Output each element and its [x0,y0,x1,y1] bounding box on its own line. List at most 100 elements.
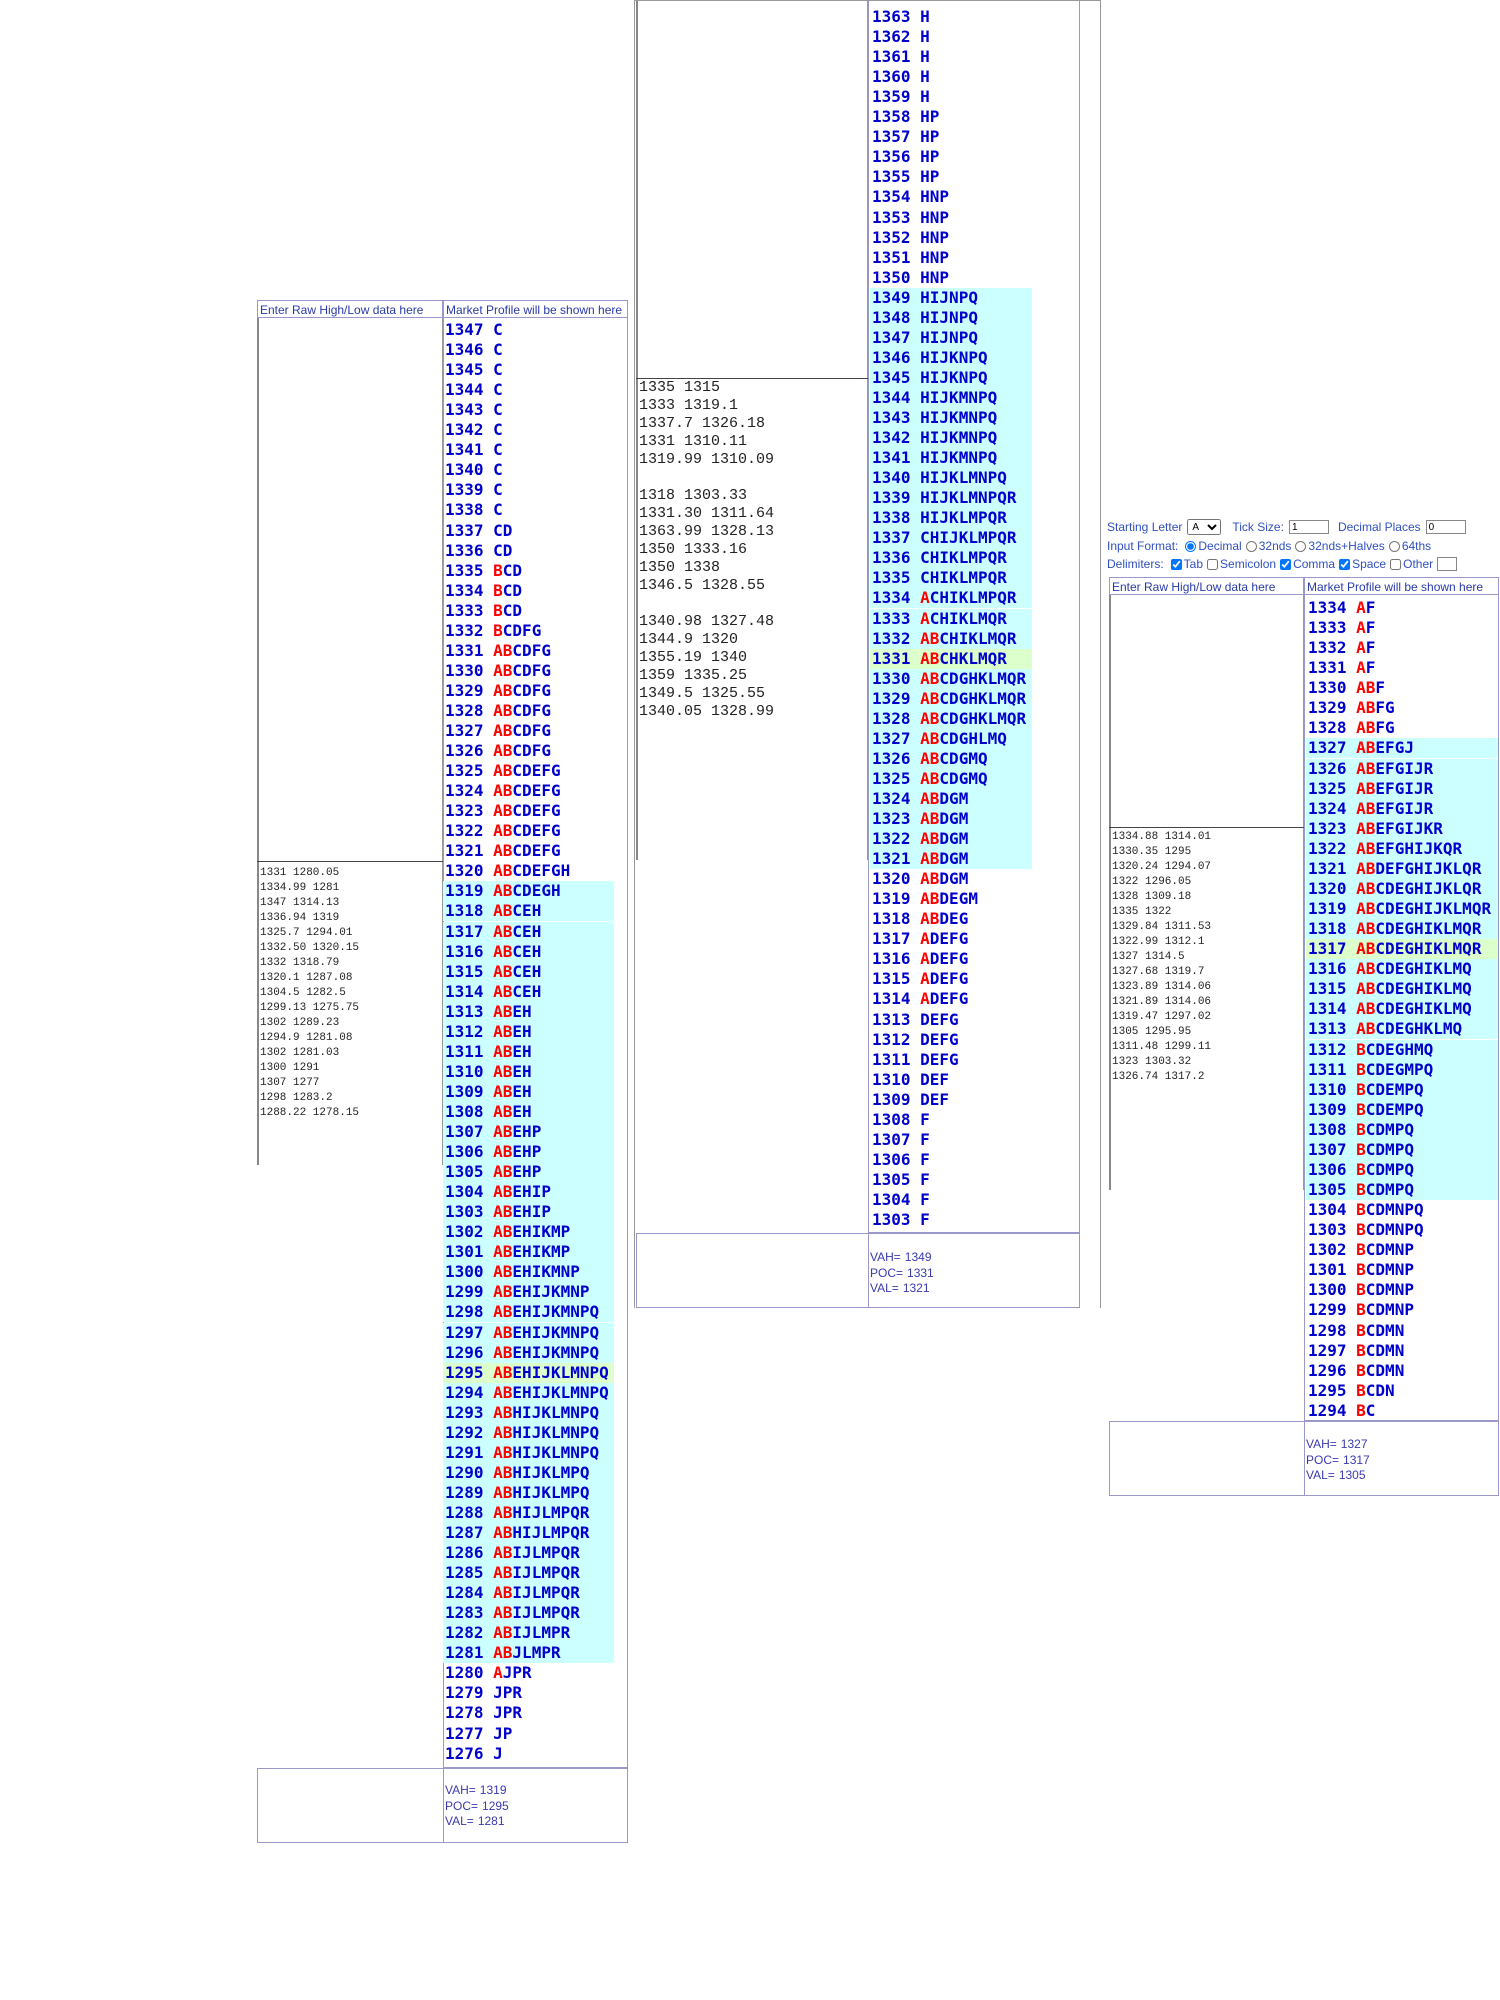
price: 1327 [445,721,484,740]
profile-row: 1336 CHIKLMPQR [870,548,1032,569]
profile-row: 1312 BCDEGHMQ [1306,1039,1498,1060]
profile-row: 1303 BCDMNPQ [1306,1220,1498,1240]
radio[interactable] [1295,540,1307,552]
raw-line: 1349.5 1325.55 [639,685,766,702]
price: 1278 [445,1703,484,1723]
raw-line: 1318 1303.33 [639,487,748,504]
letters: ABEHIJKMNP [493,1282,590,1302]
raw-input[interactable] [257,318,443,1165]
price: 1314 [445,981,484,1001]
price: 1317 [1308,939,1347,959]
raw-input[interactable] [1109,595,1304,1190]
price: 1324 [445,781,484,801]
letters: F [920,1129,930,1149]
price: 1320 [1308,878,1347,898]
tick-size[interactable] [1288,520,1329,534]
price: 1289 [445,1482,484,1502]
price: 1297 [445,1322,484,1342]
price: 1332 [872,628,911,648]
price: 1360 [872,67,911,87]
starting-letter[interactable]: A [1187,519,1222,535]
profile-row: 1337 CD [443,521,614,541]
summary-label: VAH= [1306,1437,1337,1451]
letters: HNP [920,267,950,287]
profile-row: 1344 C [443,380,614,400]
profile-row: 1347 HIJNPQ [870,327,1032,348]
raw-line: 1340.05 1328.99 [639,703,775,720]
letters: ABDGM [920,809,969,828]
profile-row: 1312 DEFG [870,1030,1032,1050]
letters: AF [1356,618,1376,638]
letters: ABEHIKMP [493,1222,571,1242]
raw-line: 1333 1319.1 [639,397,739,414]
profile-row: 1338 C [443,500,614,520]
profile-row: 1290 ABHIJKLMPQ [443,1462,614,1483]
price: 1362 [872,27,911,47]
raw-line: 1344.9 1320 [639,631,739,648]
price: 1326 [872,748,911,768]
checkbox[interactable] [1280,558,1292,570]
price: 1282 [445,1623,484,1643]
letters: ABCDFG [493,741,551,761]
price: 1307 [445,1122,484,1141]
letters: ABCDFG [493,700,551,720]
other-delimiter[interactable] [1437,557,1458,571]
summary-value: 1327 [1340,1437,1368,1451]
summary-label: VAL= [1306,1468,1335,1482]
radio[interactable] [1388,540,1400,552]
decimal-places[interactable] [1425,520,1466,534]
raw-divider [636,378,868,379]
profile-row: 1356 HP [870,147,1032,167]
raw-line: 1302 1289.23 [260,1017,340,1029]
letters: ABIJLMPQR [493,1563,580,1583]
checkbox[interactable] [1339,558,1351,570]
letters: BCDEMPQ [1356,1099,1424,1119]
summary-value: 1281 [477,1814,505,1828]
profile-row: 1308 ABEH [443,1101,614,1122]
letters: BCDMNPQ [1356,1200,1424,1220]
letters: C [493,420,503,440]
profile-row: 1299 ABEHIJKMNP [443,1282,614,1303]
radio[interactable] [1245,540,1257,552]
option-label: Semicolon [1220,557,1277,571]
summary-value: 1295 [482,1798,509,1813]
letters: ABCDEGHKLMQ [1356,1019,1463,1039]
letters: HIJKMNPQ [920,387,998,407]
checkbox[interactable] [1170,558,1182,570]
profile-row: 1317 ABCEH [443,921,614,942]
raw-line: 1334.88 1314.01 [1112,831,1212,843]
letters: CD [493,520,513,540]
letters: ABCDEGHIJKLMQR [1356,899,1492,919]
checkbox[interactable] [1207,558,1219,570]
radio[interactable] [1185,540,1197,552]
price: 1306 [872,1149,911,1169]
letters: HP [920,167,940,187]
checkbox[interactable] [1390,558,1402,570]
price: 1334 [1308,598,1347,617]
raw-input[interactable] [636,0,868,860]
letters: ABEHIJKLMNPQ [493,1362,609,1382]
raw-header: Enter Raw High/Low data here [1109,577,1304,595]
letters: ABEHIP [493,1202,551,1222]
price: 1304 [445,1182,484,1202]
letters: ABIJLMPR [493,1623,571,1643]
price: 1284 [445,1583,484,1603]
letters: ABEHIP [493,1182,551,1202]
price: 1316 [1308,959,1347,979]
letters: HIJKLMNPQR [920,488,1017,508]
price: 1295 [1308,1380,1347,1400]
letters: H [920,47,930,67]
letters: HIJKNPQ [920,367,988,387]
price: 1313 [445,1001,484,1021]
price: 1298 [1308,1320,1347,1340]
price: 1345 [445,360,484,380]
letters: AJPR [493,1663,532,1683]
price: 1309 [445,1081,484,1101]
price: 1331 [445,640,484,660]
letters: ADEFG [920,969,969,989]
price: 1358 [872,107,911,127]
letters: ABEH [493,1101,532,1121]
letters: AF [1356,638,1376,658]
price: 1333 [1308,618,1347,638]
letters: ACHIKLMQR [920,608,1007,628]
